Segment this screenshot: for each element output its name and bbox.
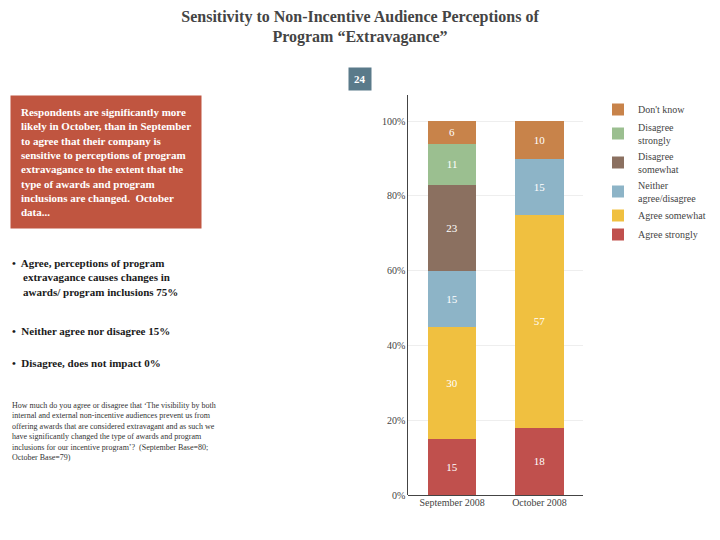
svg-text:20%: 20% — [387, 415, 405, 426]
svg-text:40%: 40% — [387, 340, 405, 351]
svg-text:11: 11 — [447, 158, 458, 170]
svg-text:15: 15 — [534, 181, 546, 193]
svg-text:24: 24 — [354, 73, 366, 85]
svg-text:6: 6 — [449, 126, 455, 138]
svg-text:0%: 0% — [392, 490, 405, 501]
svg-text:Don't know: Don't know — [638, 104, 685, 115]
svg-text:100%: 100% — [382, 116, 405, 127]
svg-text:Agree somewhat: Agree somewhat — [638, 210, 706, 221]
svg-text:How much do you agree or disag: How much do you agree or disagree that ‘… — [12, 401, 216, 462]
svg-text:30: 30 — [446, 377, 458, 389]
svg-text:57: 57 — [534, 315, 546, 327]
svg-text:October 2008: October 2008 — [512, 497, 567, 508]
svg-text:• Agree, perceptions of progr: • Agree, perceptions of program extravag… — [12, 257, 178, 298]
svg-text:Respondents are significantly: Respondents are significantly morelikely… — [21, 106, 191, 218]
svg-text:Sensitivity to Non-Incentive A: Sensitivity to Non-Incentive Audience Pe… — [181, 8, 539, 47]
svg-text:15: 15 — [446, 293, 458, 305]
svg-text:• Neither agree nor disagree: • Neither agree nor disagree 15% — [12, 325, 170, 337]
svg-text:Neitheragree/disagree: Neitheragree/disagree — [638, 180, 696, 204]
svg-text:Disagreesomewhat: Disagreesomewhat — [638, 151, 679, 175]
svg-text:September 2008: September 2008 — [419, 497, 484, 508]
svg-text:Disagreestrongly: Disagreestrongly — [638, 122, 674, 146]
svg-text:80%: 80% — [387, 190, 405, 201]
svg-text:60%: 60% — [387, 265, 405, 276]
svg-text:23: 23 — [446, 222, 458, 234]
svg-text:Agree strongly: Agree strongly — [638, 229, 698, 240]
svg-text:15: 15 — [446, 461, 458, 473]
svg-text:18: 18 — [534, 455, 546, 467]
svg-text:10: 10 — [534, 134, 546, 146]
svg-text:• Disagree, does not impact 0: • Disagree, does not impact 0% — [12, 357, 161, 369]
